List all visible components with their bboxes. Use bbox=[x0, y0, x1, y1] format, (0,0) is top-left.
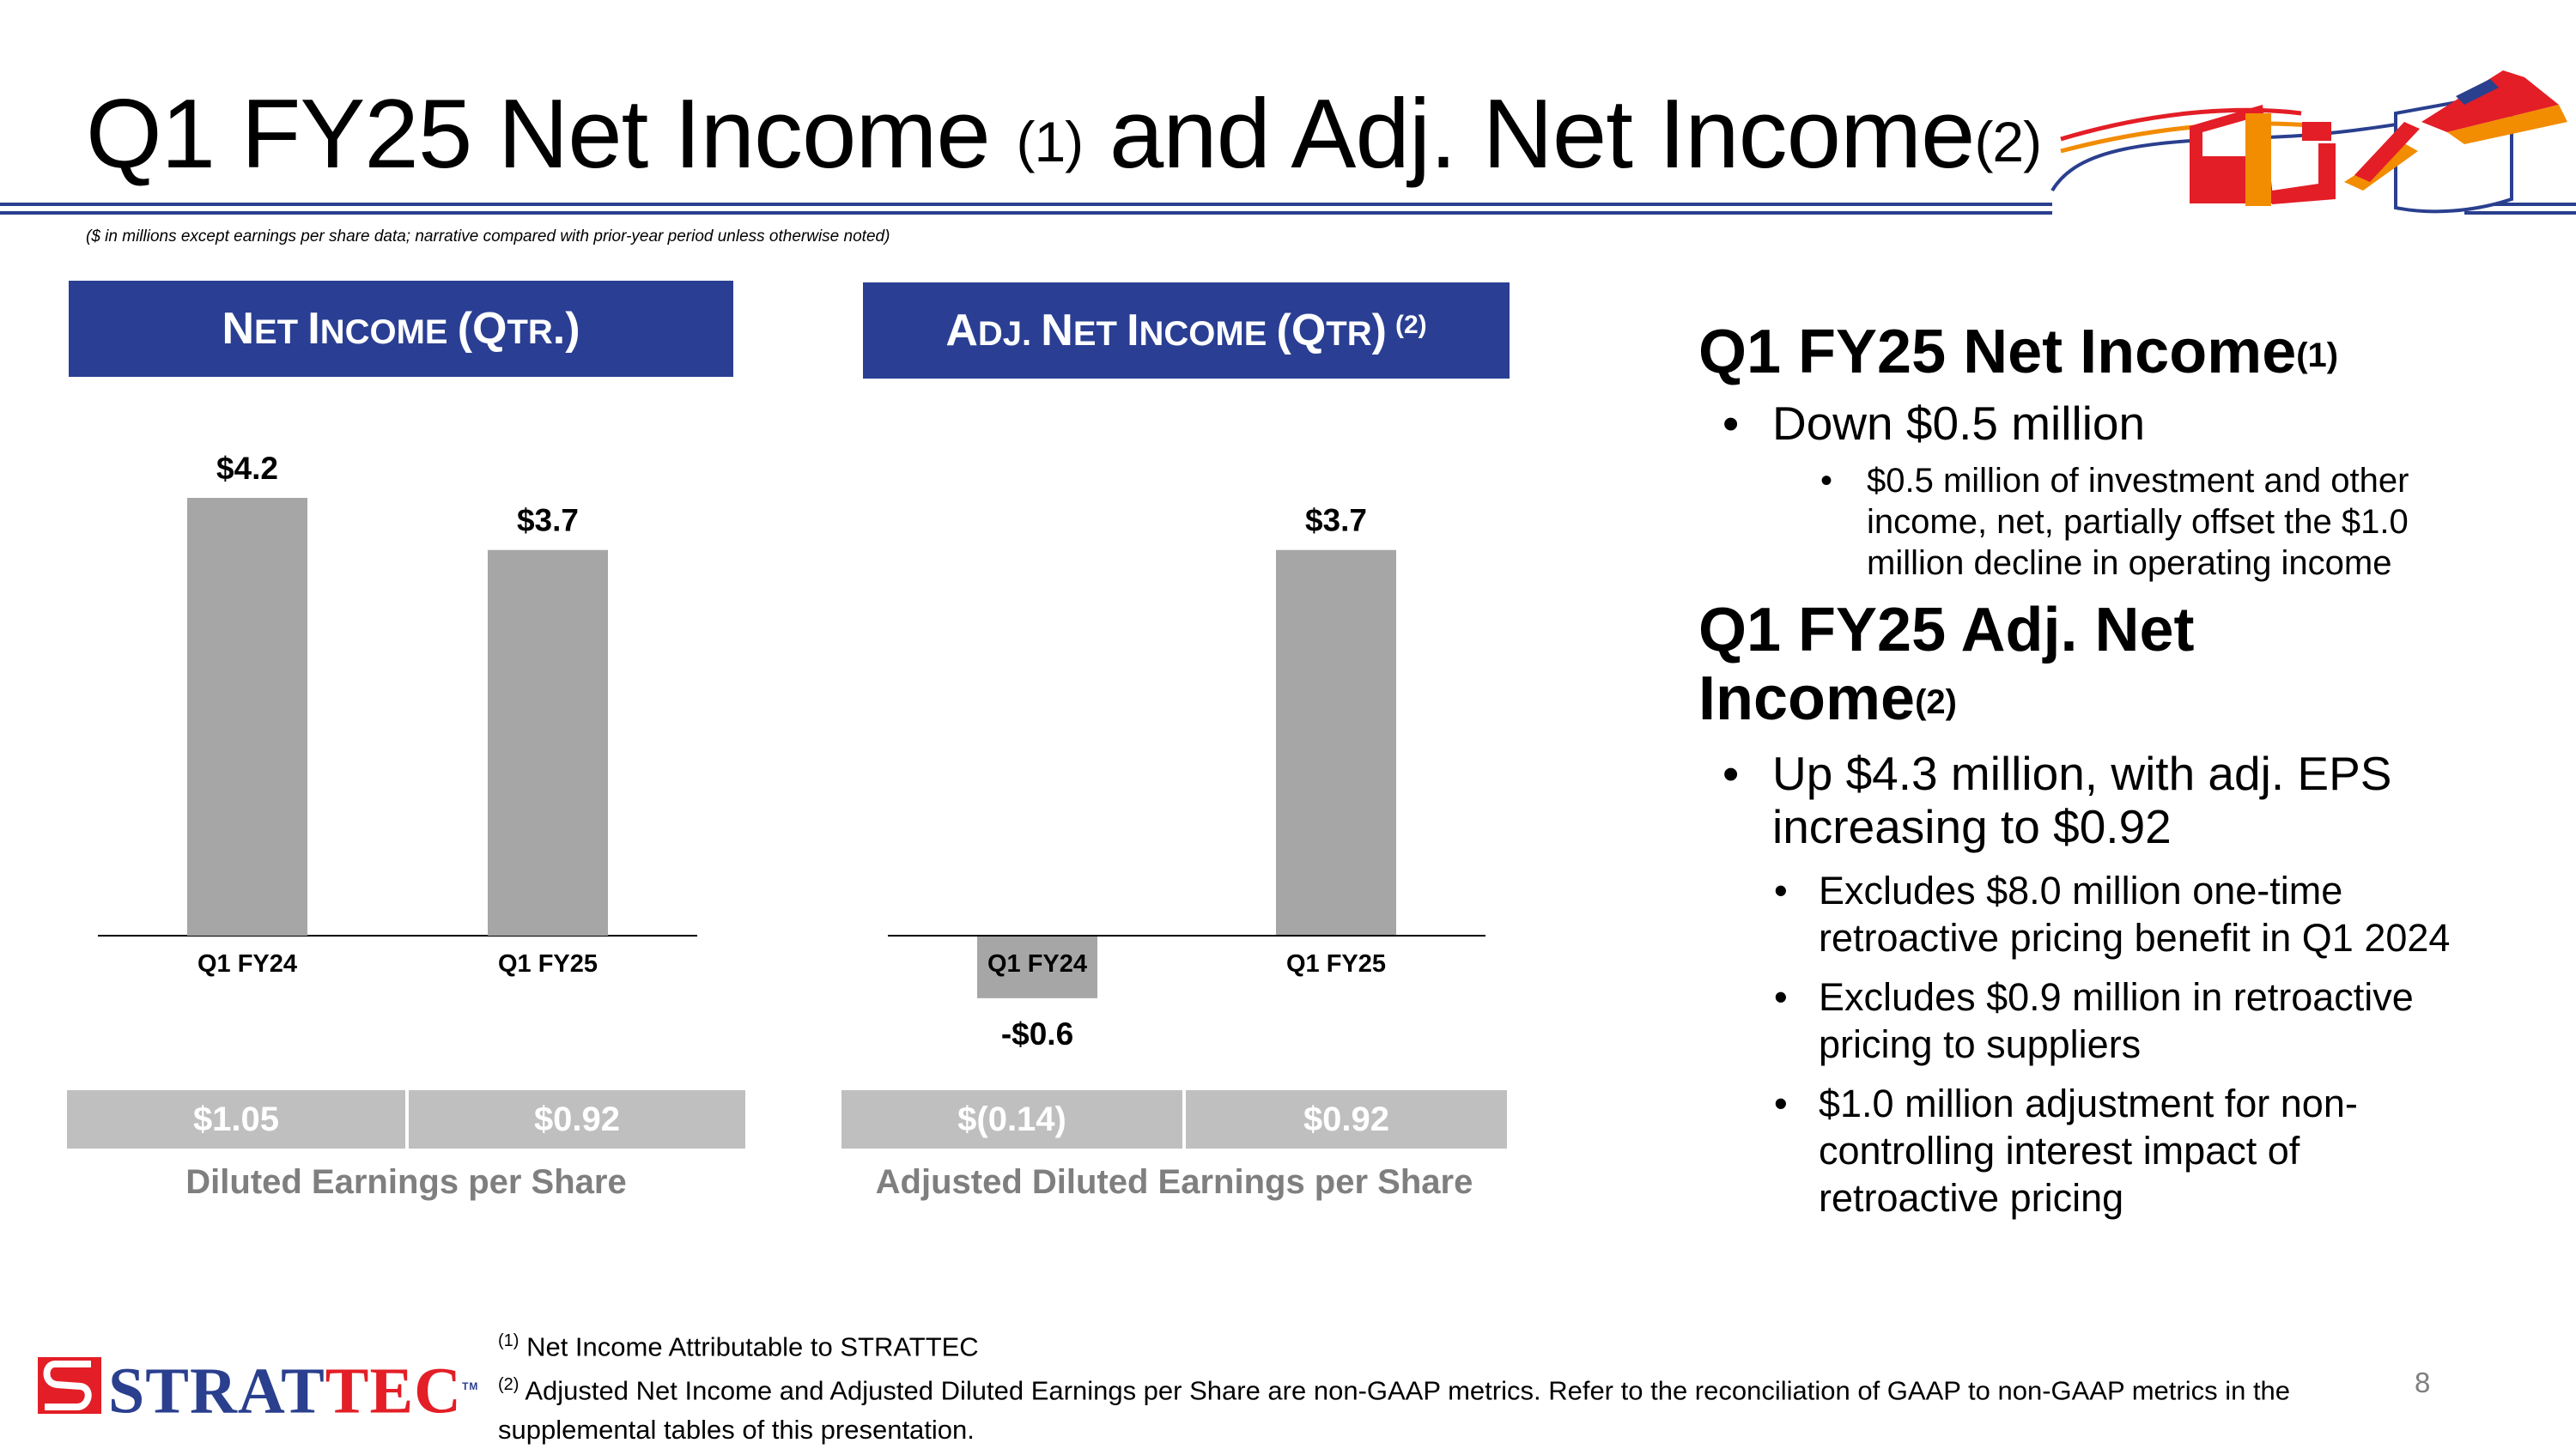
illustration-fan-top-orange bbox=[2447, 105, 2567, 144]
chart1-header-text: NET INCOME (QTR.) bbox=[222, 304, 580, 354]
chart1-category-q1-fy24: Q1 FY24 bbox=[197, 950, 297, 978]
commentary-panel: Q1 FY25 Net Income(1) Down $0.5 million … bbox=[1698, 318, 2523, 1222]
chart2-header-footnote: (2) bbox=[1394, 311, 1427, 339]
adj-net-income-heading: Q1 FY25 Adj. Net Income(2) bbox=[1698, 596, 2300, 733]
chart1-eps-q1-fy24: $1.05 bbox=[67, 1090, 405, 1149]
strattec-wordmark: STRATTECTM bbox=[108, 1352, 478, 1425]
wordmark-strat: STRAT bbox=[108, 1355, 325, 1428]
wordmark-tm: TM bbox=[462, 1380, 479, 1392]
chart1-value-label-q1-fy24: $4.2 bbox=[216, 451, 278, 486]
illustration-door-window bbox=[2202, 118, 2258, 156]
chart2-value-label-q1-fy25: $3.7 bbox=[1305, 503, 1367, 538]
vehicle-illustration bbox=[2050, 70, 2567, 214]
net-income-heading-text: Q1 FY25 Net Income bbox=[1698, 318, 2297, 386]
chart2-bar-q1-fy24 bbox=[977, 936, 1097, 998]
title-part1: Q1 FY25 Net Income bbox=[86, 80, 1017, 189]
chart2-value-label-q1-fy24: -$0.6 bbox=[1001, 1016, 1073, 1052]
title-divider-lower bbox=[0, 211, 2052, 215]
strattec-logo-mark bbox=[38, 1357, 101, 1414]
adj-net-income-sub-bullet-3: $1.0 million adjustment for non-controll… bbox=[1698, 1080, 2437, 1222]
chart2-eps-q1-fy24: $(0.14) bbox=[841, 1090, 1182, 1149]
illustration-fan-red bbox=[2354, 122, 2420, 182]
title-footnote-2: (2) bbox=[1974, 110, 2042, 173]
footnote-2-text: Adjusted Net Income and Adjusted Diluted… bbox=[498, 1375, 2291, 1445]
illustration-orange-panel bbox=[2245, 113, 2271, 206]
chart1-value-label-q1-fy25: $3.7 bbox=[517, 503, 579, 538]
illustration-seat-head bbox=[2302, 122, 2331, 141]
footnote-1-text: Net Income Attributable to STRATTEC bbox=[519, 1331, 979, 1362]
wordmark-tec: TEC bbox=[325, 1355, 463, 1428]
chart2-bar-q1-fy25 bbox=[1276, 549, 1396, 936]
footnotes: (1) Net Income Attributable to STRATTEC … bbox=[498, 1322, 2353, 1449]
chart1-eps-caption: Diluted Earnings per Share bbox=[185, 1163, 627, 1201]
footnote-2-mark: (2) bbox=[498, 1375, 519, 1395]
footnote-2: (2) Adjusted Net Income and Adjusted Dil… bbox=[498, 1366, 2353, 1448]
illustration-seat-red bbox=[2272, 143, 2336, 204]
title-part2: and Adj. Net Income bbox=[1083, 80, 1976, 189]
strattec-logo: STRATTECTM bbox=[38, 1352, 484, 1425]
chart1-eps-q1-fy25: $0.92 bbox=[409, 1090, 745, 1149]
chart2-category-q1-fy24: Q1 FY24 bbox=[987, 950, 1087, 978]
chart2-eps-caption: Adjusted Diluted Earnings per Share bbox=[875, 1163, 1473, 1201]
net-income-bullet: Down $0.5 million bbox=[1698, 397, 2523, 450]
title-divider-right-upper bbox=[2464, 203, 2576, 206]
logo-mark-s bbox=[43, 1361, 92, 1410]
footnote-1: (1) Net Income Attributable to STRATTEC bbox=[498, 1322, 2353, 1366]
chart2-eps-row: $(0.14) $0.92 bbox=[841, 1090, 1507, 1149]
chart1-category-q1-fy25: Q1 FY25 bbox=[498, 950, 598, 978]
page-title: Q1 FY25 Net Income (1) and Adj. Net Inco… bbox=[86, 79, 2042, 191]
title-footnote-1: (1) bbox=[1016, 110, 1084, 173]
adj-net-income-chart: -$0.6 $3.7 Q1 FY24 Q1 FY25 bbox=[888, 503, 1485, 1052]
illustration-fan-top-blue bbox=[2456, 79, 2499, 105]
illustration-fan-top-red bbox=[2421, 70, 2559, 132]
chart1-header: NET INCOME (QTR.) bbox=[69, 281, 733, 377]
adj-net-income-sub-bullet-2: Excludes $0.9 million in retroactive pri… bbox=[1698, 973, 2523, 1068]
title-divider-upper bbox=[0, 203, 2052, 206]
chart2-header: ADJ. NET INCOME (QTR) (2) bbox=[863, 282, 1510, 379]
net-income-sub-bullet: $0.5 million of investment and other inc… bbox=[1698, 460, 2468, 584]
title-divider-right-lower bbox=[2464, 211, 2576, 215]
eps-cell-divider bbox=[405, 1090, 409, 1149]
net-income-heading-footnote: (1) bbox=[2296, 336, 2339, 374]
chart2-category-q1-fy25: Q1 FY25 bbox=[1286, 950, 1386, 978]
adj-net-income-heading-footnote: (2) bbox=[1915, 683, 1957, 721]
net-income-heading: Q1 FY25 Net Income(1) bbox=[1698, 318, 2523, 386]
chart1-bar-q1-fy24 bbox=[187, 498, 307, 936]
adj-net-income-bullet: Up $4.3 million, with adj. EPS increasin… bbox=[1698, 747, 2476, 853]
chart2-eps-q1-fy25: $0.92 bbox=[1186, 1090, 1507, 1149]
chart1-eps-row: $1.05 $0.92 bbox=[67, 1090, 745, 1149]
units-note: ($ in millions except earnings per share… bbox=[86, 227, 890, 246]
eps-cell-divider bbox=[1182, 1090, 1186, 1149]
net-income-chart: $4.2 $3.7 Q1 FY24 Q1 FY25 bbox=[98, 451, 697, 978]
chart2-header-text: ADJ. NET INCOME (QTR) bbox=[945, 306, 1387, 355]
footnote-1-mark: (1) bbox=[498, 1331, 519, 1350]
illustration-swoosh-red bbox=[2060, 107, 2302, 142]
adj-net-income-sub-bullet-1: Excludes $8.0 million one-time retroacti… bbox=[1698, 867, 2523, 961]
page-number: 8 bbox=[2415, 1367, 2431, 1398]
adj-net-income-heading-text: Q1 FY25 Adj. Net Income bbox=[1698, 596, 2195, 733]
chart1-bar-q1-fy25 bbox=[488, 549, 608, 936]
